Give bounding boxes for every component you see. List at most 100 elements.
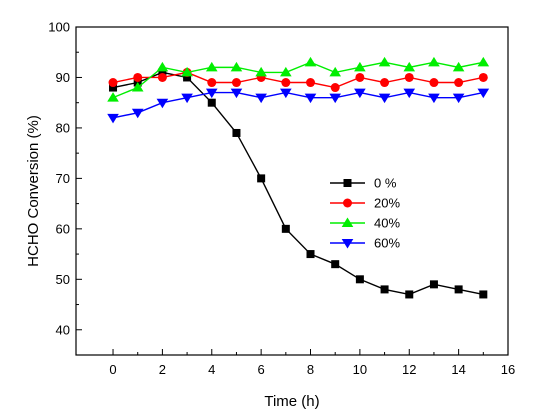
data-point (355, 72, 365, 82)
data-point (230, 88, 243, 99)
legend-item: 60% (330, 236, 400, 251)
data-point (380, 285, 389, 294)
data-point (403, 61, 416, 72)
data-point (477, 56, 490, 67)
data-point (205, 61, 218, 72)
data-point (156, 61, 169, 72)
data-point (280, 66, 292, 77)
y-tick-label: 50 (56, 272, 70, 287)
data-point (107, 113, 119, 124)
x-tick-label: 16 (501, 362, 515, 377)
series-line (112, 61, 484, 99)
x-tick-label: 12 (402, 362, 416, 377)
data-point (231, 78, 241, 88)
y-axis-ticks: 40 50 60 70 80 90 100 (48, 20, 82, 337)
y-axis-title: HCHO Conversion (%) (25, 115, 42, 267)
data-point (306, 250, 315, 259)
y-tick-label: 100 (48, 20, 70, 35)
series-4 (107, 88, 490, 124)
y-tick-label: 80 (56, 120, 70, 135)
data-point (403, 88, 416, 99)
plot-frame (75, 26, 509, 356)
data-point (378, 56, 391, 67)
data-point (330, 83, 340, 93)
data-point (107, 92, 119, 102)
data-point (429, 78, 439, 88)
data-point (109, 83, 118, 92)
series-3 (107, 56, 490, 102)
data-point (157, 72, 167, 82)
data-point (452, 61, 465, 72)
data-point (454, 78, 464, 88)
series-1 (109, 68, 488, 299)
legend-label: 40% (374, 216, 400, 231)
data-point (131, 108, 144, 119)
legend-item: 20% (330, 196, 400, 211)
legend: 0 % 20% 40% 60% (330, 176, 400, 251)
data-point (428, 93, 440, 104)
data-point (405, 290, 414, 299)
data-point (255, 66, 267, 77)
legend-marker (341, 239, 354, 249)
data-point (183, 73, 192, 82)
data-point (108, 78, 118, 88)
data-point (354, 88, 366, 99)
data-point (355, 275, 364, 284)
data-point (477, 88, 490, 99)
data-point (281, 224, 290, 233)
data-point (404, 72, 414, 82)
x-axis-title: Time (h) (264, 393, 319, 410)
data-point (230, 61, 243, 72)
x-axis-ticks: 0 2 4 6 8 10 12 14 16 (109, 349, 515, 377)
x-tick-label: 6 (258, 362, 265, 377)
y-tick-label: 40 (56, 322, 70, 337)
y-tick-label: 60 (56, 221, 70, 236)
data-point (331, 260, 340, 269)
legend-item: 40% (330, 216, 400, 231)
x-tick-label: 0 (109, 362, 116, 377)
data-point (280, 88, 292, 99)
data-point (429, 280, 438, 289)
legend-label: 0 % (374, 176, 397, 191)
data-point (181, 66, 193, 77)
x-tick-label: 2 (159, 362, 166, 377)
data-point (454, 285, 463, 294)
series-line (112, 91, 484, 119)
data-point (205, 88, 218, 99)
data-point (329, 66, 341, 77)
data-point (131, 82, 144, 92)
data-point (354, 61, 366, 72)
data-point (329, 93, 341, 104)
x-tick-label: 4 (208, 362, 215, 377)
data-point (255, 93, 267, 104)
data-point (478, 72, 488, 82)
data-point (133, 72, 143, 82)
series-line (112, 71, 484, 89)
data-point (378, 93, 391, 104)
data-point (304, 93, 317, 104)
data-point (306, 78, 316, 88)
legend-label: 20% (374, 196, 400, 211)
data-point (232, 128, 241, 137)
data-point (304, 56, 317, 67)
data-point (181, 93, 193, 104)
y-tick-label: 70 (56, 171, 70, 186)
data-point (428, 56, 440, 67)
legend-item: 0 % (330, 176, 397, 191)
legend-marker (343, 179, 352, 187)
data-point (207, 98, 216, 107)
x-tick-label: 8 (307, 362, 314, 377)
x-tick-label: 14 (451, 362, 465, 377)
data-point (257, 174, 266, 183)
series-layer (107, 56, 490, 299)
data-point (158, 68, 167, 77)
data-point (479, 290, 488, 299)
x-tick-label: 10 (353, 362, 367, 377)
data-point (281, 78, 291, 88)
y-tick-label: 90 (56, 70, 70, 85)
data-point (207, 78, 217, 88)
series-line (112, 71, 484, 296)
data-point (156, 98, 169, 109)
legend-label: 60% (374, 236, 400, 251)
